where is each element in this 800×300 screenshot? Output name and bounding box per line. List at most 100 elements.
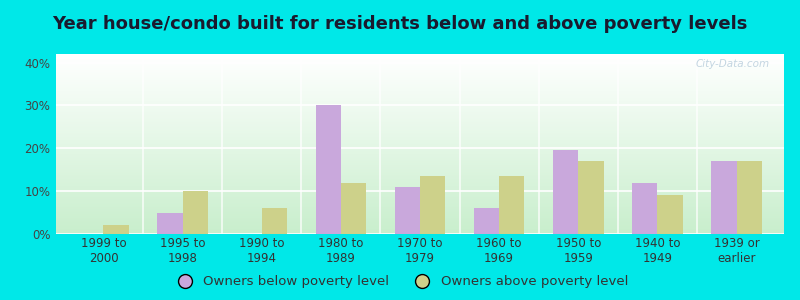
Bar (56, 128, 784, 129)
Bar (56, 180, 784, 181)
Bar (56, 155, 784, 156)
Bar (56, 169, 784, 170)
Bar (56, 181, 784, 182)
Bar (56, 191, 784, 192)
Bar (56, 216, 784, 217)
Bar (56, 201, 784, 202)
Bar (56, 192, 784, 193)
Bar (56, 76, 784, 77)
Bar (56, 105, 784, 106)
Bar (56, 199, 784, 200)
Bar (56, 157, 784, 158)
Bar (56, 109, 784, 110)
Bar (56, 89, 784, 90)
Bar (56, 185, 784, 186)
Bar (56, 184, 784, 185)
Bar (56, 206, 784, 207)
Bar (56, 190, 784, 191)
Bar (56, 137, 784, 138)
Bar (56, 213, 784, 214)
Bar (56, 132, 784, 133)
Bar (56, 233, 784, 234)
Bar (56, 182, 784, 183)
Bar (56, 113, 784, 114)
Bar (56, 221, 784, 222)
Bar (56, 176, 784, 177)
Bar (56, 91, 784, 92)
Bar (420, 176, 446, 234)
Bar (56, 108, 784, 109)
Bar (56, 179, 784, 180)
Bar (56, 162, 784, 163)
Bar (56, 125, 784, 126)
Bar (56, 149, 784, 150)
Bar (632, 183, 658, 234)
Bar (56, 177, 784, 178)
Bar (103, 225, 129, 234)
Bar (56, 207, 784, 208)
Bar (56, 208, 784, 209)
Bar (56, 178, 784, 179)
Bar (56, 114, 784, 115)
Bar (56, 110, 784, 111)
Bar (56, 88, 784, 89)
Bar (56, 168, 784, 169)
Bar (56, 220, 784, 221)
Bar (56, 82, 784, 83)
Bar (56, 116, 784, 117)
Bar (56, 71, 784, 72)
Bar (56, 174, 784, 175)
Bar (56, 122, 784, 123)
Bar (56, 112, 784, 113)
Bar (737, 161, 762, 234)
Bar (56, 198, 784, 199)
Bar (56, 211, 784, 212)
Bar (56, 68, 784, 69)
Bar (56, 158, 784, 159)
Bar (56, 103, 784, 104)
Bar (578, 161, 603, 234)
Bar (56, 140, 784, 141)
Bar (56, 67, 784, 68)
Bar (56, 93, 784, 94)
Bar (56, 167, 784, 168)
Bar (56, 222, 784, 223)
Bar (56, 61, 784, 62)
Bar (56, 136, 784, 137)
Bar (56, 64, 784, 65)
Bar (56, 200, 784, 201)
Bar (56, 194, 784, 195)
Bar (56, 129, 784, 130)
Bar (56, 65, 784, 66)
Bar (56, 175, 784, 176)
Bar (56, 163, 784, 164)
Bar (56, 130, 784, 131)
Bar (553, 150, 578, 234)
Bar (56, 120, 784, 121)
Bar (394, 187, 420, 234)
Bar (56, 165, 784, 166)
Bar (56, 188, 784, 189)
Bar (56, 92, 784, 93)
Bar (56, 90, 784, 91)
Bar (56, 164, 784, 165)
Bar (56, 204, 784, 205)
Bar (56, 205, 784, 206)
Bar (56, 228, 784, 229)
Bar (56, 151, 784, 152)
Bar (315, 105, 341, 234)
Bar (56, 159, 784, 160)
Bar (56, 231, 784, 232)
Bar (56, 156, 784, 157)
Bar (56, 85, 784, 86)
Bar (56, 78, 784, 79)
Bar (56, 197, 784, 198)
Bar (56, 60, 784, 61)
Legend: Owners below poverty level, Owners above poverty level: Owners below poverty level, Owners above… (166, 270, 634, 293)
Bar (262, 208, 287, 234)
Bar (56, 186, 784, 187)
Bar (56, 171, 784, 172)
Text: Year house/condo built for residents below and above poverty levels: Year house/condo built for residents bel… (52, 15, 748, 33)
Bar (56, 86, 784, 87)
Bar (56, 77, 784, 78)
